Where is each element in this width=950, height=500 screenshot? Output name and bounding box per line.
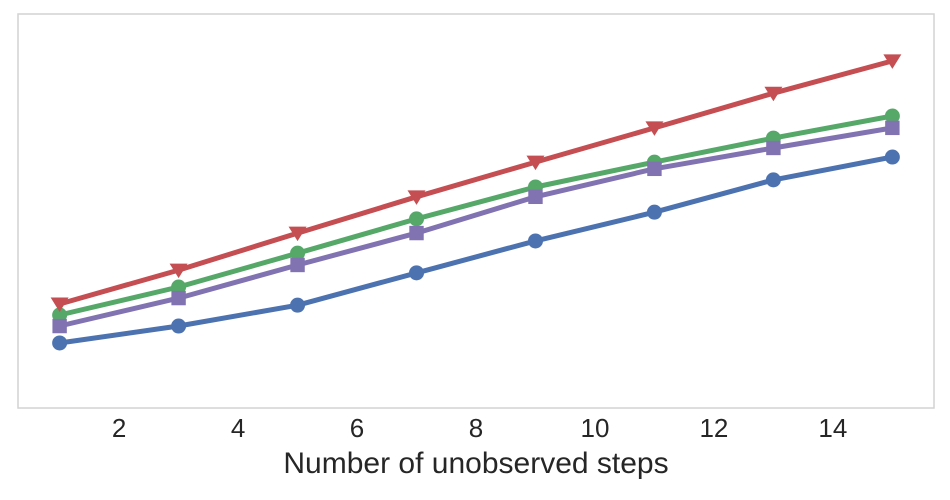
x-tick-label: 2 xyxy=(112,413,126,443)
marker-triangle-down-red-triangle-down xyxy=(883,54,902,69)
marker-circle-blue-circle xyxy=(409,265,425,281)
plot-border xyxy=(17,13,935,409)
marker-square-purple-square xyxy=(647,161,662,177)
marker-circle-green-circle xyxy=(884,108,900,124)
x-tick-label: 4 xyxy=(231,413,245,443)
marker-circle-blue-circle xyxy=(884,149,900,165)
marker-square-purple-square xyxy=(171,290,186,306)
marker-circle-green-circle xyxy=(171,279,187,295)
marker-circle-green-circle xyxy=(290,245,306,261)
marker-triangle-down-red-triangle-down xyxy=(645,121,664,136)
marker-circle-blue-circle xyxy=(52,335,68,351)
x-axis-title: Number of unobserved steps xyxy=(283,447,668,480)
marker-triangle-down-red-triangle-down xyxy=(407,190,426,205)
x-tick-label: 14 xyxy=(818,413,847,443)
marker-circle-blue-circle xyxy=(290,297,306,313)
x-tick-label: 6 xyxy=(350,413,364,443)
x-tick-label: 12 xyxy=(699,413,728,443)
marker-square-purple-square xyxy=(290,257,305,273)
marker-square-purple-square xyxy=(528,189,543,205)
marker-circle-blue-circle xyxy=(171,318,187,334)
marker-triangle-down-red-triangle-down xyxy=(526,155,545,171)
marker-triangle-down-red-triangle-down xyxy=(764,86,783,102)
x-tick-label: 10 xyxy=(581,413,610,443)
series-line-purple-square xyxy=(57,125,895,329)
marker-circle-green-circle xyxy=(409,211,425,227)
marker-square-purple-square xyxy=(885,120,900,136)
series-line-red-triangle-down xyxy=(57,58,895,307)
series-line-green-circle xyxy=(57,113,895,318)
marker-square-purple-square xyxy=(52,318,67,334)
marker-square-purple-square xyxy=(766,140,781,156)
marker-circle-green-circle xyxy=(52,307,68,323)
marker-circle-blue-circle xyxy=(527,233,543,249)
marker-triangle-down-red-triangle-down xyxy=(169,263,188,279)
series-line-blue-circle xyxy=(57,154,895,346)
marker-triangle-down-red-triangle-down xyxy=(50,297,69,312)
marker-circle-blue-circle xyxy=(646,204,662,220)
x-tick-label: 8 xyxy=(469,413,483,443)
marker-square-purple-square xyxy=(409,225,424,241)
marker-triangle-down-red-triangle-down xyxy=(288,226,307,242)
marker-circle-blue-circle xyxy=(765,172,781,188)
